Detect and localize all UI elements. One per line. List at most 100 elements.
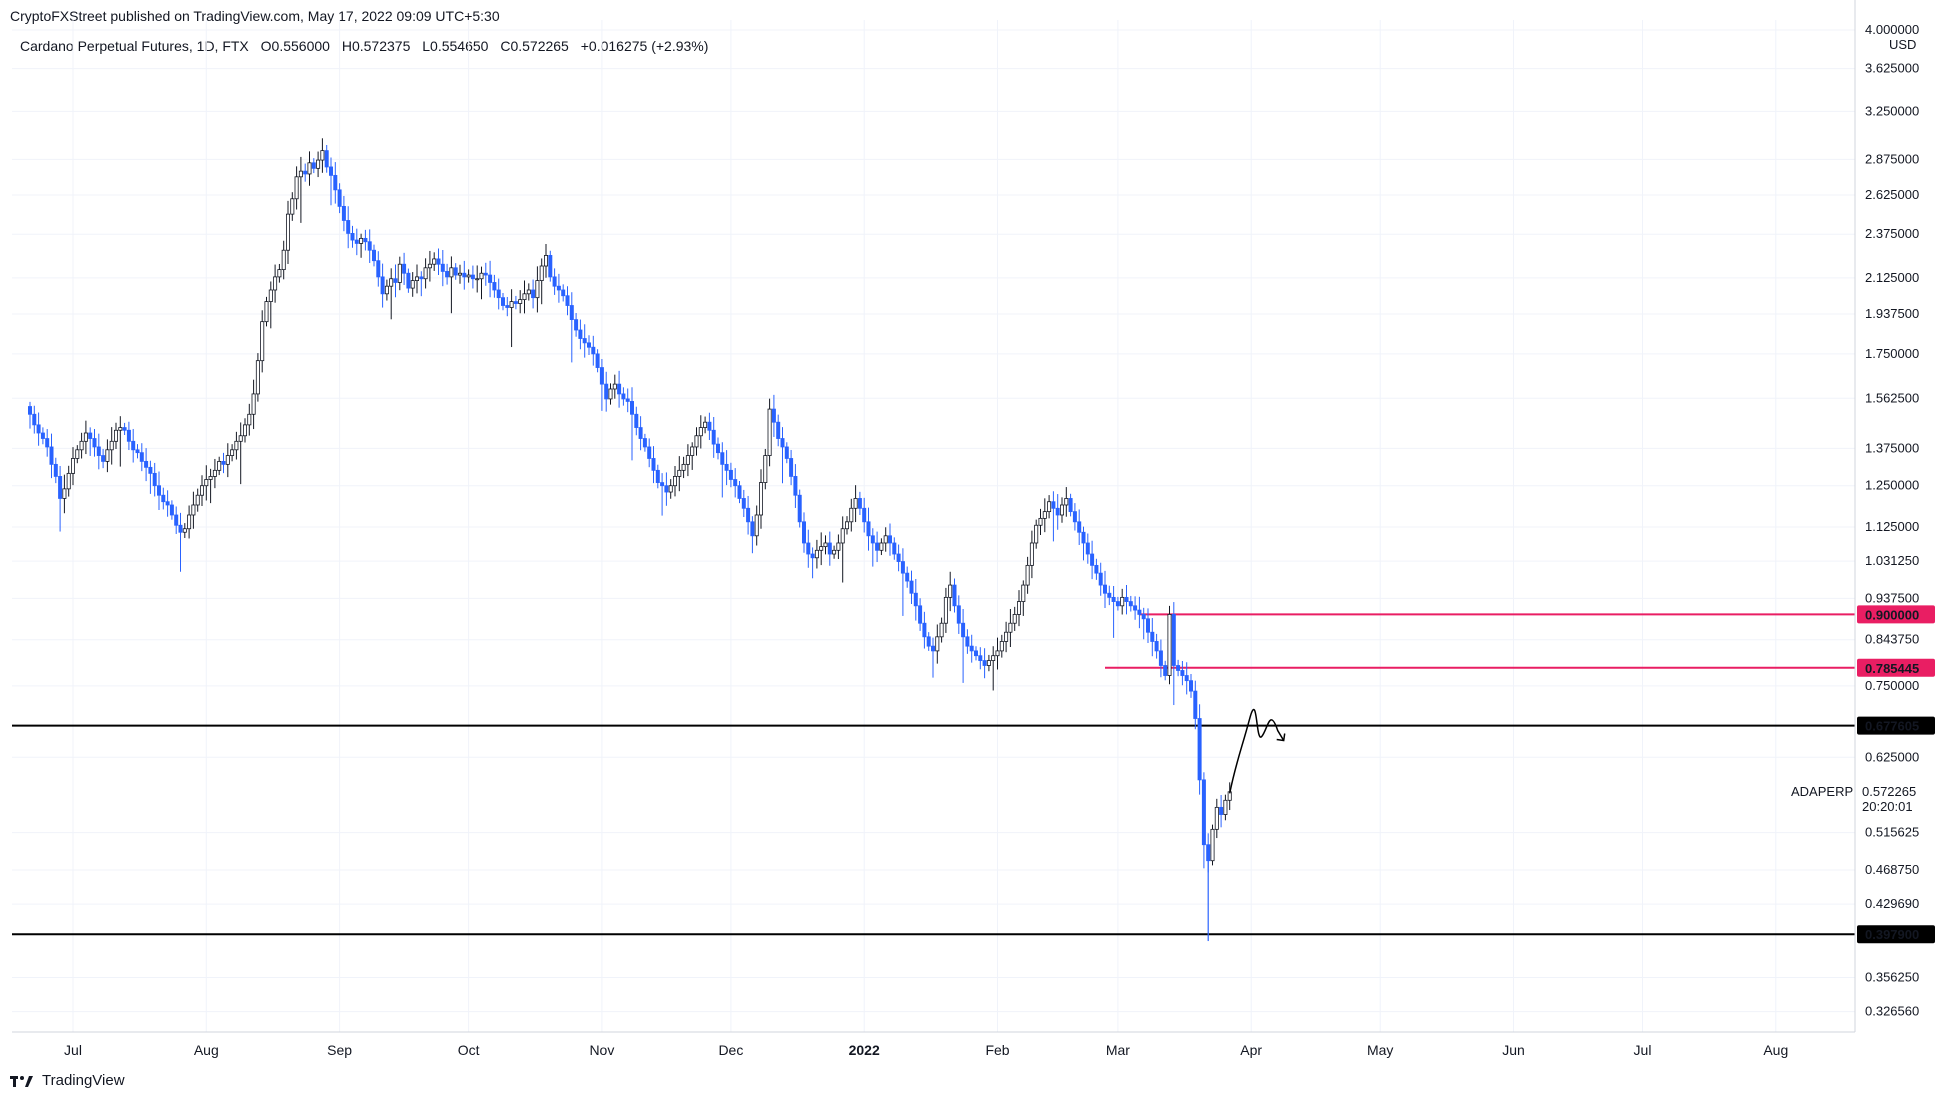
candle-body <box>767 408 772 456</box>
x-tick-label: Apr <box>1240 1042 1262 1058</box>
candle-body <box>1150 631 1155 642</box>
candle-body <box>1197 718 1202 781</box>
candle-body <box>716 443 721 454</box>
candle-body <box>466 274 471 278</box>
candle-body <box>587 342 592 348</box>
candle-body <box>827 542 832 555</box>
y-tick-label: 4.000000 <box>1865 22 1919 37</box>
candle-body <box>591 346 596 355</box>
price-tags: 0.900000 0.785445 0.677605 0.397900 <box>1857 605 1935 944</box>
candle-body <box>728 469 733 480</box>
candle-body <box>380 276 385 295</box>
candle-body <box>75 449 80 459</box>
candle-body <box>453 267 458 276</box>
candle-body <box>673 476 678 487</box>
x-tick-label: Feb <box>985 1042 1009 1058</box>
legend-open: O0.556000 <box>260 38 330 54</box>
candle-body <box>496 289 501 299</box>
candle-body <box>152 472 157 487</box>
candle-body <box>79 440 84 451</box>
candle-body <box>238 435 243 442</box>
candle-body <box>608 388 613 400</box>
candle-body <box>1223 799 1228 815</box>
candle-body <box>1038 517 1043 526</box>
candle-body <box>733 479 738 487</box>
candle-body <box>918 605 923 624</box>
candle-body <box>440 263 445 272</box>
candle-body <box>707 421 712 431</box>
candle-body <box>1128 601 1133 607</box>
candle-body <box>191 504 196 516</box>
level-price-tag <box>1857 605 1935 624</box>
candle-body <box>492 282 497 291</box>
candle-body <box>445 271 450 278</box>
candle-body <box>449 267 454 278</box>
candle-body <box>694 435 699 448</box>
candle-body <box>1029 542 1034 566</box>
legend-high: H0.572375 <box>341 38 411 54</box>
candle-body <box>350 233 355 241</box>
candle-body <box>1154 641 1159 652</box>
candle-body <box>109 440 114 451</box>
candle-body <box>819 546 824 551</box>
legend-close: C0.572265 <box>500 38 569 54</box>
chart-grid <box>12 20 1855 1032</box>
candle-body <box>789 458 794 477</box>
candle-body <box>862 507 867 523</box>
candle-body <box>247 413 252 426</box>
candle-body <box>556 285 561 291</box>
candle-body <box>221 461 226 465</box>
candle-body <box>943 596 948 624</box>
candle-body <box>217 461 222 471</box>
candle-body <box>544 255 549 267</box>
x-tick-label: Aug <box>1763 1042 1788 1058</box>
projection-arrow-icon <box>1276 733 1286 742</box>
candle-body <box>771 408 776 423</box>
candle-body <box>135 449 140 454</box>
candle-body <box>419 276 424 280</box>
candle-body <box>836 542 841 551</box>
candle-body <box>393 278 398 283</box>
level-price-tag <box>1857 716 1935 735</box>
y-tick-label: 0.750000 <box>1865 678 1919 693</box>
candle-body <box>746 507 751 523</box>
candle-body <box>187 514 192 530</box>
candle-body <box>931 645 936 652</box>
candle-body <box>1193 690 1198 719</box>
candle-body <box>36 424 41 434</box>
candle-body <box>341 205 346 221</box>
candle-body <box>359 237 364 244</box>
level-price-tag <box>1857 658 1935 677</box>
candle-body <box>337 189 342 207</box>
x-tick-label: May <box>1367 1042 1393 1058</box>
legend-symbol[interactable]: Cardano Perpetual Futures, 1D, FTX <box>20 38 249 54</box>
legend-low: L0.554650 <box>422 38 489 54</box>
candle-body <box>759 482 764 516</box>
candle-body <box>526 289 531 295</box>
candle-body <box>479 272 484 280</box>
candle-body <box>71 458 76 474</box>
candle-body <box>49 446 54 465</box>
tradingview-footer[interactable]: TradingView <box>10 1072 125 1089</box>
candle-body <box>625 398 630 402</box>
candle-body <box>853 498 858 509</box>
level-price-tag <box>1857 925 1935 944</box>
candle-body <box>462 272 467 278</box>
candle-body <box>290 198 295 215</box>
candle-body <box>230 449 235 456</box>
candle-body <box>832 549 837 555</box>
level-price-label: 0.677605 <box>1865 719 1919 734</box>
y-tick-label: 1.750000 <box>1865 346 1919 361</box>
x-tick-label: Mar <box>1106 1042 1130 1058</box>
y-tick-label: 1.031250 <box>1865 553 1919 568</box>
y-tick-label: 1.250000 <box>1865 478 1919 493</box>
candle-body <box>750 521 755 537</box>
candle-body <box>40 432 45 439</box>
candle-body <box>952 584 957 607</box>
candle-body <box>195 494 200 506</box>
candle-body <box>926 636 931 647</box>
candle-body <box>1133 605 1138 611</box>
candle-body <box>1042 511 1047 519</box>
candle-body <box>88 432 93 439</box>
